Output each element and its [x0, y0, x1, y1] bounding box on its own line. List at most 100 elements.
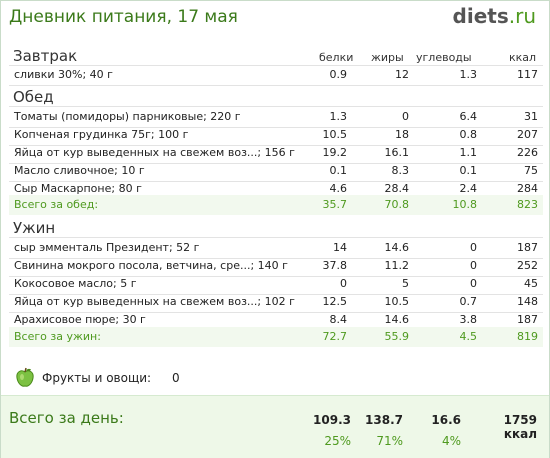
food-name: Томаты (помидоры) парниковые; 220 г — [14, 110, 241, 123]
total-carbs: 4.5 — [459, 330, 478, 343]
dinner-total-row: Всего за ужин: 72.7 55.9 4.5 819 — [9, 327, 543, 347]
brand-logo[interactable]: diets.ru — [453, 4, 536, 28]
food-kcal: 252 — [517, 259, 538, 272]
food-carbs: 0 — [470, 277, 477, 290]
section-title-lunch: Обед — [13, 88, 54, 106]
food-kcal: 284 — [517, 182, 538, 195]
food-carbs: 2.4 — [459, 182, 478, 195]
food-fat: 8.3 — [391, 164, 410, 177]
food-kcal: 187 — [517, 313, 538, 326]
food-kcal: 45 — [524, 277, 538, 290]
fruits-label: Фрукты и овощи: — [42, 371, 152, 385]
total-protein: 35.7 — [322, 198, 348, 211]
page-title: Дневник питания, 17 мая — [9, 7, 238, 27]
food-protein: 0 — [340, 277, 347, 290]
food-protein: 1.3 — [329, 110, 348, 123]
food-fat: 16.1 — [384, 146, 410, 159]
food-carbs: 0 — [470, 259, 477, 272]
food-kcal: 31 — [524, 110, 538, 123]
divider — [9, 65, 543, 66]
food-kcal: 117 — [517, 68, 538, 81]
food-carbs: 0.1 — [459, 164, 478, 177]
food-fat: 18 — [395, 128, 409, 141]
food-kcal: 187 — [517, 241, 538, 254]
col-header-fat: жиры — [371, 51, 404, 64]
food-fat: 14.6 — [384, 313, 410, 326]
food-carbs: 0 — [470, 241, 477, 254]
divider — [9, 106, 543, 107]
food-protein: 14 — [333, 241, 347, 254]
col-header-protein: белки — [319, 51, 354, 64]
section-title-breakfast: Завтрак — [13, 47, 78, 65]
day-kcal: 1759 ккал — [503, 413, 537, 441]
food-protein: 8.4 — [329, 313, 348, 326]
food-row[interactable]: Томаты (помидоры) парниковые; 220 г 1.3 … — [9, 107, 543, 128]
food-name: Масло сливочное; 10 г — [14, 164, 145, 177]
day-carbs: 16.6 — [431, 413, 461, 427]
food-fat: 11.2 — [384, 259, 410, 272]
day-fat: 138.7 — [365, 413, 403, 427]
food-protein: 12.5 — [322, 295, 348, 308]
food-row[interactable]: Яйца от кур выведенных на свежем воз...;… — [9, 143, 543, 164]
food-carbs: 0.8 — [459, 128, 478, 141]
food-fat: 5 — [402, 277, 409, 290]
food-carbs: 1.1 — [459, 146, 478, 159]
col-header-kcal: ккал — [509, 51, 537, 64]
food-fat: 0 — [402, 110, 409, 123]
food-kcal: 148 — [517, 295, 538, 308]
food-carbs: 1.3 — [459, 68, 478, 81]
food-name: Арахисовое пюре; 30 г — [14, 313, 146, 326]
food-protein: 19.2 — [322, 146, 348, 159]
food-name: Яйца от кур выведенных на свежем воз...;… — [14, 295, 295, 308]
brand-main: diets — [452, 4, 509, 28]
food-fat: 10.5 — [384, 295, 410, 308]
food-fat: 28.4 — [384, 182, 410, 195]
food-carbs: 3.8 — [459, 313, 478, 326]
food-row[interactable]: Масло сливочное; 10 г 0.1 8.3 0.1 75 — [9, 161, 543, 182]
day-protein: 109.3 — [313, 413, 351, 427]
food-row[interactable]: сливки 30%; 40 г 0.9 12 1.3 117 — [9, 65, 543, 86]
food-row[interactable]: Свинина мокрого посола, ветчина, сре...;… — [9, 256, 543, 277]
food-row[interactable]: Яйца от кур выведенных на свежем воз...;… — [9, 292, 543, 313]
day-protein-pct: 25% — [324, 434, 351, 448]
food-kcal: 226 — [517, 146, 538, 159]
total-carbs: 10.8 — [452, 198, 478, 211]
food-name: Копченая грудинка 75г; 100 г — [14, 128, 189, 141]
day-fat-pct: 71% — [376, 434, 403, 448]
apple-icon — [14, 367, 36, 389]
total-protein: 72.7 — [322, 330, 348, 343]
day-total-panel: Всего за день: 109.3 138.7 16.6 1759 кка… — [1, 395, 549, 458]
total-label: Всего за ужин: — [14, 330, 101, 343]
col-header-carbs: углеводы — [416, 51, 472, 64]
day-total-label: Всего за день: — [9, 409, 124, 427]
food-protein: 4.6 — [329, 182, 348, 195]
food-carbs: 6.4 — [459, 110, 478, 123]
food-name: Яйца от кур выведенных на свежем воз...;… — [14, 146, 295, 159]
day-carbs-pct: 4% — [441, 434, 461, 448]
brand-tld: .ru — [508, 4, 536, 28]
food-kcal: 207 — [517, 128, 538, 141]
section-title-dinner: Ужин — [13, 219, 56, 237]
food-row[interactable]: сыр эмменталь Президент; 52 г 14 14.6 0 … — [9, 238, 543, 259]
total-kcal: 823 — [517, 198, 538, 211]
food-row[interactable]: Копченая грудинка 75г; 100 г 10.5 18 0.8… — [9, 125, 543, 146]
food-name: Свинина мокрого посола, ветчина, сре...;… — [14, 259, 288, 272]
food-protein: 0.1 — [329, 164, 348, 177]
total-fat: 55.9 — [384, 330, 410, 343]
food-protein: 37.8 — [322, 259, 348, 272]
food-name: сыр эмменталь Президент; 52 г — [14, 241, 200, 254]
food-name: сливки 30%; 40 г — [14, 68, 113, 81]
food-carbs: 0.7 — [459, 295, 478, 308]
food-name: Сыр Маскарпоне; 80 г — [14, 182, 142, 195]
food-protein: 0.9 — [329, 68, 348, 81]
food-fat: 12 — [395, 68, 409, 81]
food-name: Кокосовое масло; 5 г — [14, 277, 137, 290]
fruits-value: 0 — [172, 371, 180, 385]
total-fat: 70.8 — [384, 198, 410, 211]
food-fat: 14.6 — [384, 241, 410, 254]
food-protein: 10.5 — [322, 128, 348, 141]
food-kcal: 75 — [524, 164, 538, 177]
food-row[interactable]: Кокосовое масло; 5 г 0 5 0 45 — [9, 274, 543, 295]
food-row[interactable]: Сыр Маскарпоне; 80 г 4.6 28.4 2.4 284 — [9, 179, 543, 200]
